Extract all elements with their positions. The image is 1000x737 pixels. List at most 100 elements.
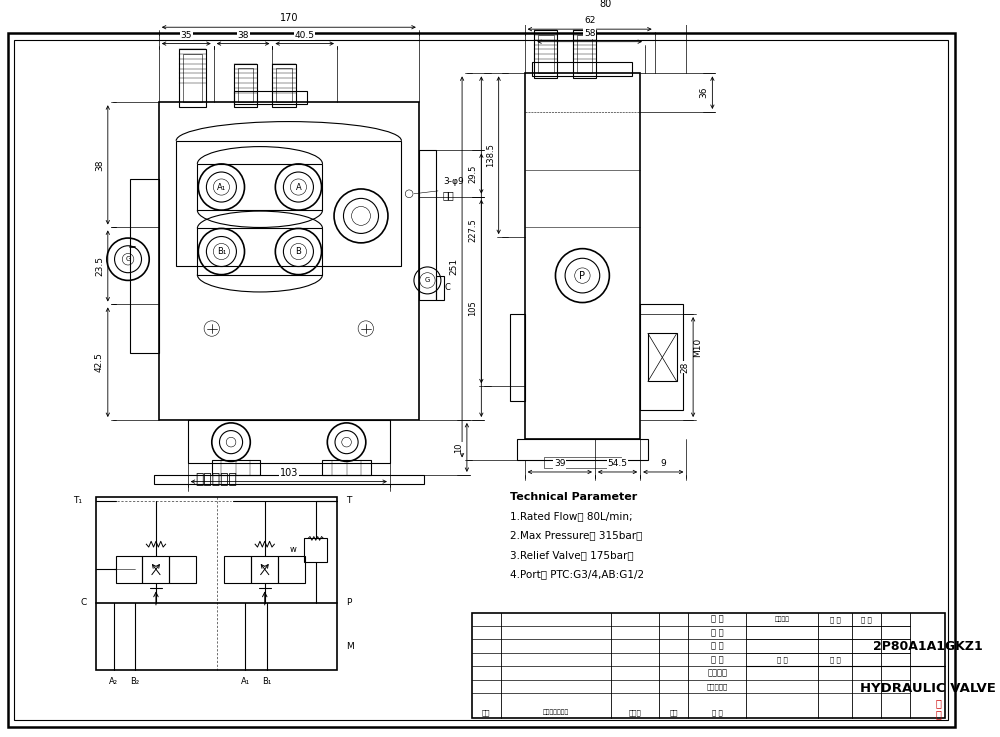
Text: 39: 39 (554, 459, 566, 468)
Bar (130, 179, 159, 352)
Text: 40.5: 40.5 (295, 31, 315, 40)
Text: 3.Relief Valve： 175bar；: 3.Relief Valve： 175bar； (510, 550, 634, 560)
Text: 审 核: 审 核 (712, 709, 723, 716)
Text: B₁: B₁ (217, 247, 226, 256)
Text: B: B (295, 247, 301, 256)
Bar (538, 35, 554, 74)
Text: 工艺检查: 工艺检查 (707, 668, 727, 678)
Bar (212, 461, 260, 475)
Bar (640, 304, 683, 411)
Bar (577, 35, 592, 74)
Bar (96, 497, 337, 670)
Bar (142, 556, 169, 583)
Text: T₁: T₁ (73, 496, 82, 506)
Text: B₁: B₁ (262, 677, 271, 686)
Text: 标记: 标记 (482, 709, 490, 716)
Text: 共 张: 共 张 (777, 657, 788, 663)
Bar (179, 49, 206, 107)
Text: 54.5: 54.5 (608, 459, 628, 468)
Bar (183, 55, 202, 102)
Bar (648, 333, 677, 382)
Text: 更改内容或依据: 更改内容或依据 (543, 710, 569, 716)
Bar (278, 556, 305, 583)
Text: 138.5: 138.5 (486, 143, 495, 167)
Text: 重 量: 重 量 (830, 616, 840, 623)
Text: 103: 103 (280, 468, 298, 478)
Text: 38: 38 (237, 31, 249, 40)
Bar (176, 141, 401, 266)
Bar (534, 30, 557, 78)
Bar (224, 556, 251, 583)
Text: G: G (125, 256, 131, 262)
Text: 251: 251 (449, 259, 458, 276)
Text: 4.Port： PTC:G3/4,AB:G1/2: 4.Port： PTC:G3/4,AB:G1/2 (510, 569, 644, 579)
Text: 更改人: 更改人 (629, 709, 642, 716)
Text: 35: 35 (181, 31, 192, 40)
Text: C: C (445, 283, 451, 292)
Bar (251, 556, 278, 583)
Bar (188, 420, 390, 464)
Text: 10: 10 (454, 442, 463, 453)
Text: 23.5: 23.5 (95, 256, 104, 276)
Text: 设 计: 设 计 (711, 615, 723, 624)
Bar (573, 30, 596, 78)
Text: P: P (579, 270, 585, 281)
Text: 227.5: 227.5 (468, 218, 477, 242)
Text: Technical Parameter: Technical Parameter (510, 492, 637, 502)
Text: 170: 170 (280, 13, 298, 24)
Text: 2P80A1A1GKZ1: 2P80A1A1GKZ1 (873, 640, 982, 653)
Text: 日期: 日期 (670, 709, 678, 716)
Bar (322, 461, 371, 475)
Bar (472, 612, 945, 719)
Bar (238, 68, 253, 102)
Text: 制 图: 制 图 (711, 628, 723, 638)
Bar (276, 68, 292, 102)
Text: 2.Max Pressure： 315bar，: 2.Max Pressure： 315bar， (510, 531, 643, 540)
Text: A₁: A₁ (217, 183, 226, 192)
Text: HYDRAULIC VALVE: HYDRAULIC VALVE (860, 682, 995, 695)
Text: M: M (347, 642, 354, 651)
Text: G: G (425, 277, 430, 284)
Text: 36: 36 (700, 87, 709, 99)
Text: 标准化检查: 标准化检查 (707, 683, 728, 690)
Text: 3-φ9: 3-φ9 (443, 177, 464, 186)
Bar (436, 276, 444, 300)
Bar (197, 164, 322, 210)
Bar (197, 228, 322, 275)
Text: 比 例: 比 例 (861, 616, 872, 623)
Text: 38: 38 (95, 159, 104, 171)
Text: 校 对: 校 对 (711, 655, 723, 664)
Bar (272, 64, 296, 107)
Bar (419, 150, 436, 300)
Text: A₂: A₂ (109, 677, 118, 686)
Bar (544, 457, 621, 468)
Bar (532, 62, 632, 77)
Bar (510, 314, 525, 401)
Text: P: P (347, 598, 352, 607)
Bar (525, 74, 640, 439)
Text: 62: 62 (584, 16, 595, 25)
Text: 28: 28 (680, 361, 689, 373)
Text: A₁: A₁ (241, 677, 250, 686)
Text: 激
派: 激 派 (936, 698, 942, 719)
Bar (154, 475, 424, 484)
Text: 通孔: 通孔 (443, 189, 455, 200)
Text: C: C (80, 598, 87, 607)
Text: M10: M10 (693, 338, 702, 357)
Text: 第 张: 第 张 (830, 657, 840, 663)
Text: T: T (347, 496, 352, 506)
Text: 9: 9 (660, 459, 666, 468)
Bar (159, 102, 419, 420)
Bar (234, 91, 307, 104)
Text: 80: 80 (599, 0, 612, 9)
Text: 液压原理图: 液压原理图 (196, 472, 238, 486)
Bar (169, 556, 196, 583)
Text: B₂: B₂ (130, 677, 139, 686)
Text: 105: 105 (468, 301, 477, 316)
Text: 1.Rated Flow： 80L/min;: 1.Rated Flow： 80L/min; (510, 511, 633, 521)
Bar (234, 64, 257, 107)
Bar (116, 556, 142, 583)
Text: 描 图: 描 图 (711, 642, 723, 651)
Text: 42.5: 42.5 (95, 352, 104, 372)
Text: A: A (296, 183, 301, 192)
